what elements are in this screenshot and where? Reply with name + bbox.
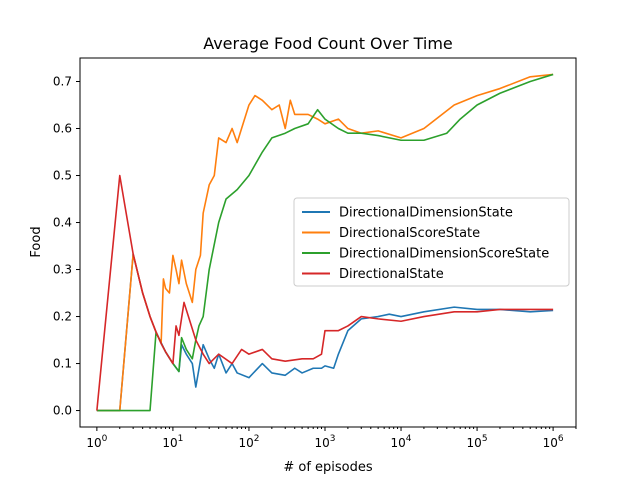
y-axis-label: Food xyxy=(29,226,44,257)
y-tick-label: 0.7 xyxy=(53,75,72,89)
y-tick-label: 0.4 xyxy=(53,216,72,230)
axes-frame xyxy=(79,57,577,428)
chart-title: Average Food Count Over Time xyxy=(203,34,453,53)
legend-label: DirectionalDimensionState xyxy=(339,206,513,221)
legend-label: DirectionalScoreState xyxy=(339,226,480,241)
y-tick-label: 0.3 xyxy=(53,263,72,277)
legend-label: DirectionalDimensionScoreState xyxy=(339,247,549,262)
x-tick-label: 106 xyxy=(543,434,564,450)
x-tick-label: 101 xyxy=(162,434,183,450)
x-tick-label: 103 xyxy=(314,434,335,450)
x-tick-label: 102 xyxy=(238,434,259,450)
y-tick-label: 0.0 xyxy=(53,404,72,418)
x-axis-ticks: 100 101 102 103 104 105 106 xyxy=(86,427,577,450)
series-lines xyxy=(96,73,554,412)
y-tick-label: 0.6 xyxy=(53,122,72,136)
x-tick-label: 100 xyxy=(86,434,107,450)
y-tick-label: 0.2 xyxy=(53,310,72,324)
y-axis-ticks: 0.0 0.1 0.2 0.3 0.4 0.5 0.6 0.7 xyxy=(53,75,80,418)
y-tick-label: 0.1 xyxy=(53,357,72,371)
x-tick-label: 104 xyxy=(391,434,412,450)
legend-box xyxy=(293,197,570,287)
legend: DirectionalDimensionState DirectionalScor… xyxy=(293,197,570,287)
x-tick-label: 105 xyxy=(467,434,488,450)
y-tick-label: 0.5 xyxy=(53,169,72,183)
x-axis-label: # of episodes xyxy=(283,460,373,475)
series-line-3 xyxy=(96,174,554,411)
legend-label: DirectionalState xyxy=(339,267,444,282)
